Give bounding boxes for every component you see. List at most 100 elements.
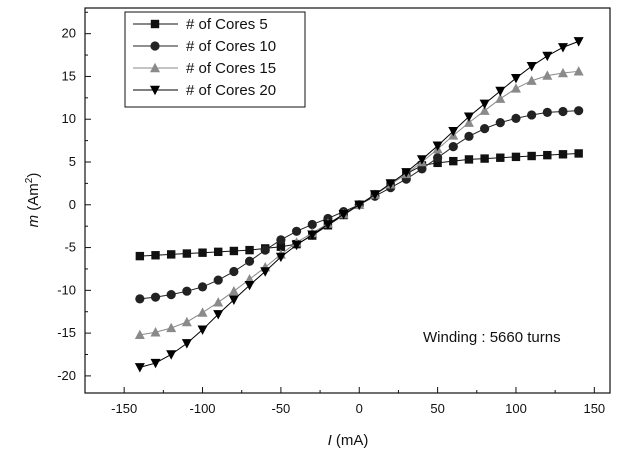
series-1-point: [527, 151, 536, 161]
series-3-point: [150, 327, 161, 337]
y-tick-label-5: 5: [69, 154, 76, 169]
x-tick-label-0: -150: [111, 401, 137, 416]
series-1-point: [543, 150, 552, 160]
series-4-point: [134, 363, 145, 373]
x-tick-label-5: 100: [505, 401, 527, 416]
legend-label-2: # of Cores 10: [186, 38, 276, 55]
legend-swatch-marker: [150, 41, 160, 51]
series-4-point: [354, 200, 365, 210]
y-tick-label-4: 0: [69, 197, 76, 212]
legend-item-3: # of Cores 15: [133, 60, 276, 77]
y-tick-label-3: -5: [64, 240, 76, 255]
series-1-point: [166, 250, 176, 259]
series-1-point: [449, 156, 458, 166]
series-2-point: [558, 106, 568, 117]
series-2-point: [527, 110, 537, 120]
x-tick-label-3: 0: [356, 401, 363, 416]
series-3-point: [213, 297, 224, 307]
series-2-point: [135, 294, 145, 304]
series-4-point: [542, 51, 553, 62]
series-1-point: [558, 150, 568, 159]
series-4-point: [228, 295, 239, 305]
legend-label-1: # of Cores 5: [186, 16, 268, 33]
series-2-point: [480, 124, 490, 134]
series-2-point: [448, 142, 458, 152]
series-4-point: [510, 73, 521, 84]
x-tick-label-1: -100: [190, 401, 216, 416]
y-axis-label: m (Am2): [24, 173, 42, 228]
series-1-point: [574, 149, 583, 158]
legend-label-3: # of Cores 15: [186, 60, 276, 77]
series-4: [134, 37, 584, 373]
series-4-point: [260, 267, 271, 277]
series-3-point: [228, 285, 239, 296]
series-2-point: [464, 131, 474, 141]
series-3-point: [542, 70, 553, 80]
series-2-point: [260, 245, 270, 255]
y-tick-label-0: -20: [57, 368, 76, 383]
series-4-point: [432, 141, 443, 151]
winding-annotation: Winding : 5660 turns: [423, 329, 561, 346]
series-3-point: [557, 67, 568, 78]
series-3-point: [166, 322, 177, 333]
x-tick-label-2: -50: [271, 401, 290, 416]
legend-label-4: # of Cores 20: [186, 82, 276, 99]
series-4-point: [307, 230, 318, 240]
x-axis-label-var: I: [328, 432, 332, 449]
legend: # of Cores 5 # of Cores 10 # of Cores 15 # …: [124, 11, 306, 108]
series-4-point: [322, 220, 333, 230]
series-2-point: [244, 256, 255, 266]
series-2-point: [574, 106, 584, 116]
series-1-point: [198, 248, 207, 257]
legend-swatch-marker: [150, 85, 160, 96]
series-1-point: [464, 155, 474, 164]
series-2-point: [307, 219, 317, 230]
series-3-point: [495, 93, 506, 103]
x-tick-label-6: 150: [583, 401, 605, 416]
series-1-point: [496, 153, 505, 162]
series-2-point: [182, 286, 192, 296]
series-3-point: [479, 105, 490, 115]
series-4-point: [479, 99, 490, 110]
y-tick-label-7: 15: [62, 68, 76, 83]
x-axis-label: I (mA): [328, 432, 369, 449]
series-4-point: [166, 350, 177, 360]
series-1-point: [182, 249, 192, 258]
series-4-point: [369, 190, 380, 200]
series-4-point: [416, 155, 427, 165]
series-3-point: [197, 307, 208, 317]
series-3-point: [463, 117, 474, 127]
series-4-point: [573, 37, 584, 47]
legend-swatch-marker: [150, 19, 160, 29]
series-3-point: [134, 329, 145, 340]
x-tick-label-4: 50: [430, 401, 444, 416]
series-4-point: [244, 281, 255, 291]
series-2-point: [150, 292, 161, 302]
series-4-point: [338, 209, 349, 220]
series-2-point: [433, 153, 443, 163]
series-2-point: [495, 118, 505, 128]
plot-frame: [84, 7, 611, 394]
legend-item-1: # of Cores 5: [133, 16, 268, 33]
y-axis-label-var: m: [25, 215, 42, 228]
y-axis-label-unit: (Am: [25, 183, 42, 215]
legend-swatch-marker: [150, 62, 160, 73]
series-2-point: [166, 290, 176, 300]
series-4-point: [448, 127, 459, 137]
series-4-point: [275, 252, 286, 263]
legend-item-4: # of Cores 20: [133, 82, 276, 99]
series-4-point: [291, 240, 302, 251]
series-3-point: [510, 83, 521, 93]
series-4-point: [385, 179, 396, 189]
y-axis-label-close: ): [25, 173, 42, 178]
series-2-point: [213, 275, 223, 285]
y-tick-label-8: 20: [62, 26, 76, 41]
series-1-point: [245, 245, 254, 255]
series-2-point: [417, 164, 427, 174]
y-axis-label-sup: 2: [24, 177, 35, 183]
legend-item-2: # of Cores 10: [133, 38, 276, 55]
series-4-point: [213, 310, 224, 320]
series-1-point: [214, 247, 223, 257]
series-2-point: [511, 113, 521, 123]
x-axis-label-unit: (mA): [332, 432, 369, 449]
